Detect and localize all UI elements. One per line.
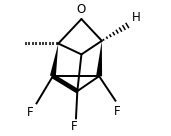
Text: F: F bbox=[71, 120, 78, 133]
Text: H: H bbox=[131, 11, 140, 24]
Text: F: F bbox=[114, 105, 120, 118]
Polygon shape bbox=[96, 41, 102, 76]
Text: O: O bbox=[77, 3, 86, 16]
Polygon shape bbox=[50, 44, 58, 77]
Text: F: F bbox=[27, 106, 33, 119]
